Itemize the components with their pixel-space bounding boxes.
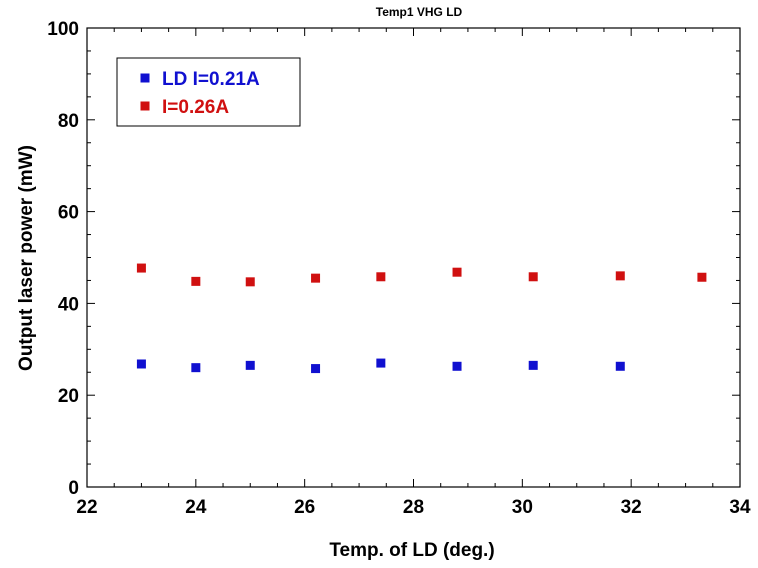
series-1 [136,358,625,374]
y-tick-label: 60 [58,203,79,224]
x-tick-label: 30 [512,497,533,518]
data-point [311,364,321,374]
x-tick-label: 28 [403,497,424,518]
series-2 [136,263,707,287]
x-tick-label: 24 [185,497,207,518]
y-axis-title: Output laser power (mW) [16,145,37,371]
x-axis-title: Temp. of LD (deg.) [329,540,494,561]
data-point [136,359,146,369]
legend-label: I=0.26A [162,97,229,118]
x-tick-label: 22 [76,497,97,518]
legend-label: LD I=0.21A [162,69,260,90]
data-point [191,276,201,286]
x-tick-label: 34 [729,497,751,518]
data-point [136,263,146,273]
data-point [615,271,625,281]
y-tick-label: 0 [68,478,79,499]
data-point [245,360,255,370]
data-point [245,277,255,287]
data-point [528,272,538,282]
data-point [615,361,625,371]
data-point [376,358,386,368]
legend-box [116,57,301,127]
x-tick-label: 32 [621,497,642,518]
x-tick-label: 26 [294,497,315,518]
data-point [528,360,538,370]
y-tick-label: 80 [58,111,79,132]
chart-title: Temp1 VHG LD [376,5,463,19]
legend-marker [140,101,150,111]
y-tick-label: 20 [58,386,79,407]
y-tick-label: 100 [47,19,79,40]
data-point [191,363,201,373]
data-point [376,272,386,282]
legend-marker [140,73,150,83]
data-point [697,272,707,282]
data-point [452,361,462,371]
data-point [311,273,321,283]
data-point [452,267,462,277]
y-tick-label: 40 [58,294,79,315]
